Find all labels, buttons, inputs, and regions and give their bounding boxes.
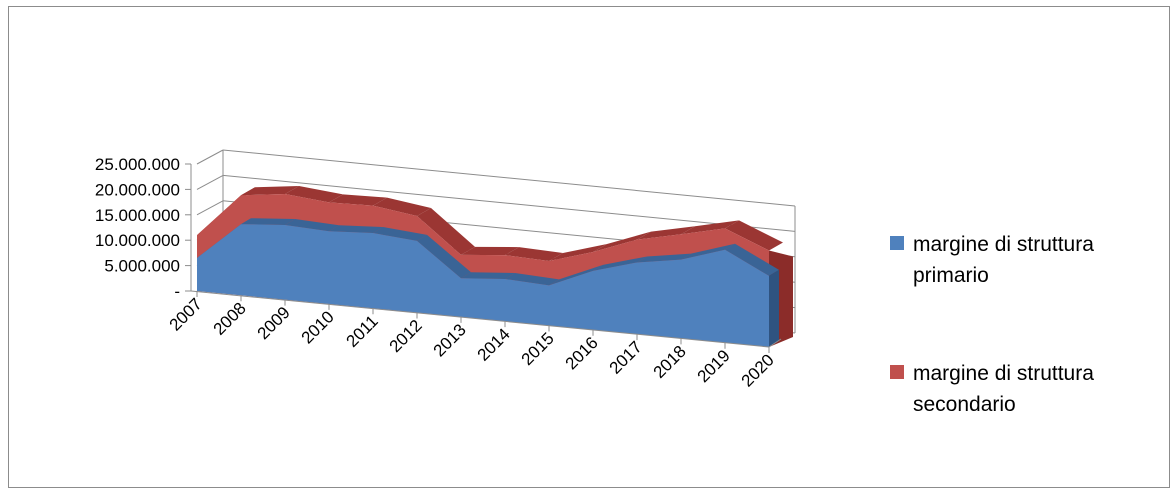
primary-top-seg-1 [241, 218, 295, 225]
y-tick-label-2: 10.000.000 [95, 231, 180, 250]
x-tick-label-2010: 2010 [298, 307, 338, 347]
x-tick-label-2020: 2020 [738, 350, 778, 390]
x-tick-label-2008: 2008 [210, 299, 250, 339]
secondary-top-seg-10 [637, 226, 695, 240]
x-tick-label-2014: 2014 [474, 325, 514, 365]
y-tick-label-1: 5.000.000 [104, 257, 180, 276]
x-tick-label-2007: 2007 [166, 294, 206, 334]
primary-top-seg-12 [725, 243, 779, 276]
x-tick-label-2013: 2013 [430, 320, 470, 360]
x-tick-label-2016: 2016 [562, 333, 602, 373]
primary-top-seg-5 [417, 234, 471, 279]
x-tick-label-2019: 2019 [694, 346, 734, 386]
secondary-top-seg-5 [417, 208, 475, 255]
y-tick-label-5: 25.000.000 [95, 155, 180, 174]
x-tick-label-2018: 2018 [650, 342, 690, 382]
secondary-top-seg-7 [505, 247, 563, 261]
y-tick-label-0: - [174, 282, 180, 301]
x-tick-label-2011: 2011 [343, 312, 382, 351]
gridline-left-3 [196, 200, 224, 216]
x-tick-label-2015: 2015 [518, 329, 558, 369]
x-tick-label-2009: 2009 [254, 303, 294, 343]
secondary-top-seg-8 [549, 244, 607, 261]
primary-area [197, 224, 769, 347]
secondary-top-seg-9 [593, 231, 651, 253]
x-axis-end-line [768, 338, 782, 348]
primary-top-seg-7 [505, 272, 559, 286]
legend-label-0-line1: margine di struttura [913, 233, 1094, 256]
gridline-left-4 [196, 174, 224, 190]
secondary-top-seg-1 [241, 185, 299, 196]
primary-top-seg-2 [285, 218, 339, 232]
primary-top-seg-3 [329, 225, 383, 234]
gridline-back-5 [222, 149, 796, 207]
primary-top-seg-8 [549, 264, 603, 286]
x-tick-label-2012: 2012 [386, 316, 426, 356]
secondary-top-seg-4 [373, 197, 431, 217]
primary-top-seg-10 [637, 253, 691, 263]
legend-label-1-line1: margine di struttura [913, 362, 1094, 385]
secondary-top-seg-12 [725, 220, 783, 251]
y-tick-label-3: 15.000.000 [95, 206, 180, 225]
primary-top-seg-4 [373, 227, 427, 241]
legend-swatch-1 [890, 365, 904, 379]
gridline-left-5 [196, 149, 224, 165]
x-tick-label-2017: 2017 [606, 337, 646, 377]
x-axis-line [190, 290, 770, 348]
primary-top-seg-6 [461, 272, 515, 279]
y-tick-label-4: 20.000.000 [95, 180, 180, 199]
gridline-back-4 [222, 174, 796, 232]
secondary-top-seg-6 [461, 246, 519, 256]
primary-side-face [769, 269, 779, 347]
legend-label-0-line2: primario [913, 264, 989, 287]
secondary-top-seg-3 [329, 194, 387, 206]
primary-top-seg-9 [593, 256, 647, 271]
legend-swatch-0 [890, 236, 904, 250]
secondary-top-seg-2 [285, 185, 343, 203]
primary-top-seg-11 [681, 243, 735, 260]
legend-label-1-line2: secondario [913, 393, 1016, 416]
secondary-top-seg-11 [681, 220, 739, 235]
